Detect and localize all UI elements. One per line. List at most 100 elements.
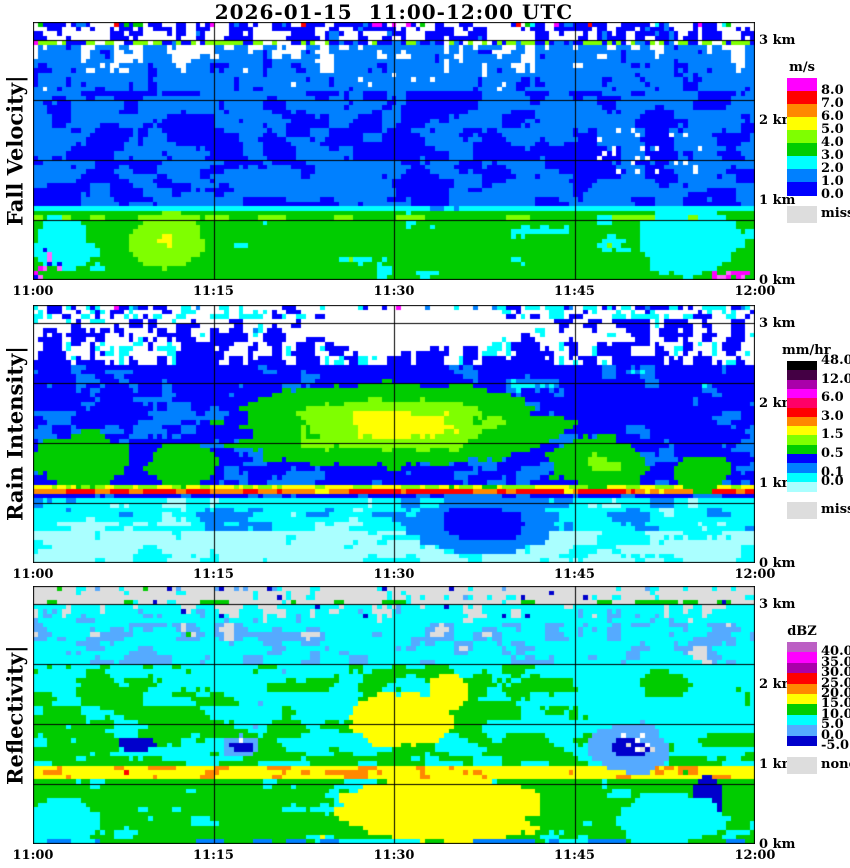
- legend-cell-fall-velocity: [787, 130, 817, 144]
- time-tick-11:15: 11:15: [193, 848, 234, 863]
- reflectivity-heatmap: [33, 586, 755, 844]
- legend-label-fall-velocity: 7.0: [821, 96, 844, 111]
- legend-label-fall-velocity: 0.0: [821, 187, 844, 202]
- legend-cell-fall-velocity: [787, 143, 817, 157]
- height-label-3km: 3 km: [759, 33, 796, 48]
- legend-label-reflectivity: 0.0: [821, 727, 844, 743]
- legend-cell-rain-intensity: [787, 426, 817, 436]
- time-tick-11:45: 11:45: [554, 848, 595, 863]
- legend-label-reflectivity: 25.0: [821, 675, 850, 691]
- panel-fall-velocity: Fall Velocity| 11:00 11:15 11:30 11:45 12:00…: [0, 22, 850, 322]
- panel-rain-intensity: Rain Intensity| 11:00 11:15 11:30 11:45 12:0…: [0, 305, 850, 605]
- time-tick-11:00: 11:00: [12, 567, 54, 582]
- legend-cell-rain-intensity: [787, 361, 817, 371]
- legend-cell-rain-intensity: [787, 416, 817, 427]
- height-label-0km: 0 km: [759, 556, 796, 571]
- legend-unit-fall-velocity: m/s: [789, 60, 815, 75]
- legend-cell-rain-intensity: [787, 435, 817, 446]
- legend-cell-fall-velocity: [787, 104, 817, 118]
- time-tick-11:30: 11:30: [373, 567, 415, 582]
- legend-label-reflectivity: 35.0: [821, 654, 850, 670]
- legend-cell-rain-intensity: [787, 454, 817, 464]
- legend-cell-reflectivity: [787, 652, 817, 664]
- legend-label-rain-intensity: 48.0: [821, 353, 850, 368]
- time-tick-11:45: 11:45: [554, 567, 595, 582]
- time-tick-11:00: 11:00: [12, 284, 54, 299]
- time-tick-12:00: 12:00: [734, 567, 776, 582]
- legend-label-rain-intensity: 0.0: [821, 473, 844, 489]
- legend-label-fall-velocity: 3.0: [821, 148, 844, 163]
- legend-label-rain-intensity: 6.0: [821, 390, 844, 406]
- legend-cell-reflectivity: [787, 683, 817, 695]
- time-tick-11:30: 11:30: [373, 284, 415, 299]
- legend-label-reflectivity: 15.0: [821, 696, 850, 712]
- legend-label-rain-intensity: 0.1: [821, 464, 844, 480]
- legend-cell-fall-velocity: [787, 156, 817, 170]
- legend-missing-label-reflectivity: none: [821, 757, 850, 772]
- legend-unit-reflectivity: dBZ: [787, 624, 817, 639]
- ylabel-fall-velocity: Fall Velocity|: [2, 75, 28, 227]
- legend-label-reflectivity: 20.0: [821, 686, 850, 701]
- time-tick-12:00: 12:00: [734, 848, 776, 863]
- legend-cell-reflectivity: [787, 714, 817, 726]
- ylabel-rain-intensity: Rain Intensity|: [2, 346, 28, 522]
- legend-cell-reflectivity: [787, 662, 817, 674]
- legend-label-rain-intensity: 1.5: [821, 427, 844, 443]
- height-label-0km: 0 km: [759, 837, 796, 852]
- legend-label-fall-velocity: 1.0: [821, 174, 844, 189]
- legend-cell-fall-velocity: [787, 91, 817, 105]
- legend-cell-reflectivity: [787, 725, 817, 737]
- legend-missing-swatch-fall-velocity: [787, 206, 817, 223]
- legend-cell-rain-intensity: [787, 472, 817, 483]
- legend-label-fall-velocity: 6.0: [821, 109, 844, 124]
- time-tick-12:00: 12:00: [734, 284, 776, 299]
- legend-label-rain-intensity: 3.0: [821, 408, 844, 424]
- rain-intensity-heatmap: [33, 305, 755, 563]
- figure-title: 2026-01-15 11:00-12:00 UTC: [214, 0, 574, 24]
- legend-cell-reflectivity: [787, 704, 817, 716]
- legend-missing-swatch-reflectivity: [787, 757, 817, 774]
- legend-missing-label-fall-velocity: miss: [821, 206, 850, 221]
- legend-missing-swatch-rain-intensity: [787, 502, 817, 520]
- legend-cell-rain-intensity: [787, 463, 817, 474]
- legend-cell-reflectivity: [787, 642, 817, 653]
- legend-label-fall-velocity: 5.0: [821, 122, 844, 137]
- legend-missing-label-rain-intensity: miss: [821, 502, 850, 518]
- legend-label-reflectivity: 10.0: [821, 706, 850, 722]
- legend-cell-fall-velocity: [787, 117, 817, 131]
- legend-cell-fall-velocity: [787, 182, 817, 196]
- legend-label-fall-velocity: 4.0: [821, 135, 844, 150]
- time-tick-11:30: 11:30: [373, 848, 415, 863]
- legend-cell-rain-intensity: [787, 370, 817, 381]
- legend-cell-reflectivity: [787, 694, 817, 705]
- legend-cell-reflectivity: [787, 673, 817, 685]
- height-label-3km: 3 km: [759, 316, 796, 331]
- legend-label-reflectivity: 30.0: [821, 665, 850, 681]
- legend-unit-rain-intensity: mm/hr: [782, 343, 831, 358]
- legend-cell-rain-intensity: [787, 388, 817, 399]
- panel-reflectivity: Reflectivity| 11:00 11:15 11:30 11:45 12:00 3…: [0, 586, 850, 868]
- legend-label-rain-intensity: 0.5: [821, 446, 844, 461]
- legend-label-reflectivity: 40.0: [821, 644, 850, 660]
- legend-cell-rain-intensity: [787, 379, 817, 390]
- legend-label-fall-velocity: 8.0: [821, 83, 844, 98]
- legend-cell-fall-velocity: [787, 78, 817, 92]
- height-label-1km: 1 km: [759, 193, 796, 208]
- time-tick-11:15: 11:15: [193, 567, 234, 582]
- legend-label-rain-intensity: 12.0: [821, 371, 850, 387]
- time-tick-11:15: 11:15: [193, 284, 234, 299]
- height-label-0km: 0 km: [759, 273, 796, 288]
- legend-cell-rain-intensity: [787, 407, 817, 418]
- legend-cell-rain-intensity: [787, 398, 817, 408]
- fall-velocity-heatmap: [33, 22, 755, 280]
- legend-label-reflectivity: 5.0: [821, 717, 844, 733]
- height-label-3km: 3 km: [759, 597, 796, 612]
- legend-cell-fall-velocity: [787, 169, 817, 183]
- legend-cell-reflectivity: [787, 735, 817, 747]
- legend-cell-rain-intensity: [787, 481, 817, 492]
- legend-label-fall-velocity: 2.0: [821, 161, 844, 176]
- time-tick-11:45: 11:45: [554, 284, 595, 299]
- time-tick-11:00: 11:00: [12, 848, 54, 863]
- ylabel-reflectivity: Reflectivity|: [2, 645, 28, 785]
